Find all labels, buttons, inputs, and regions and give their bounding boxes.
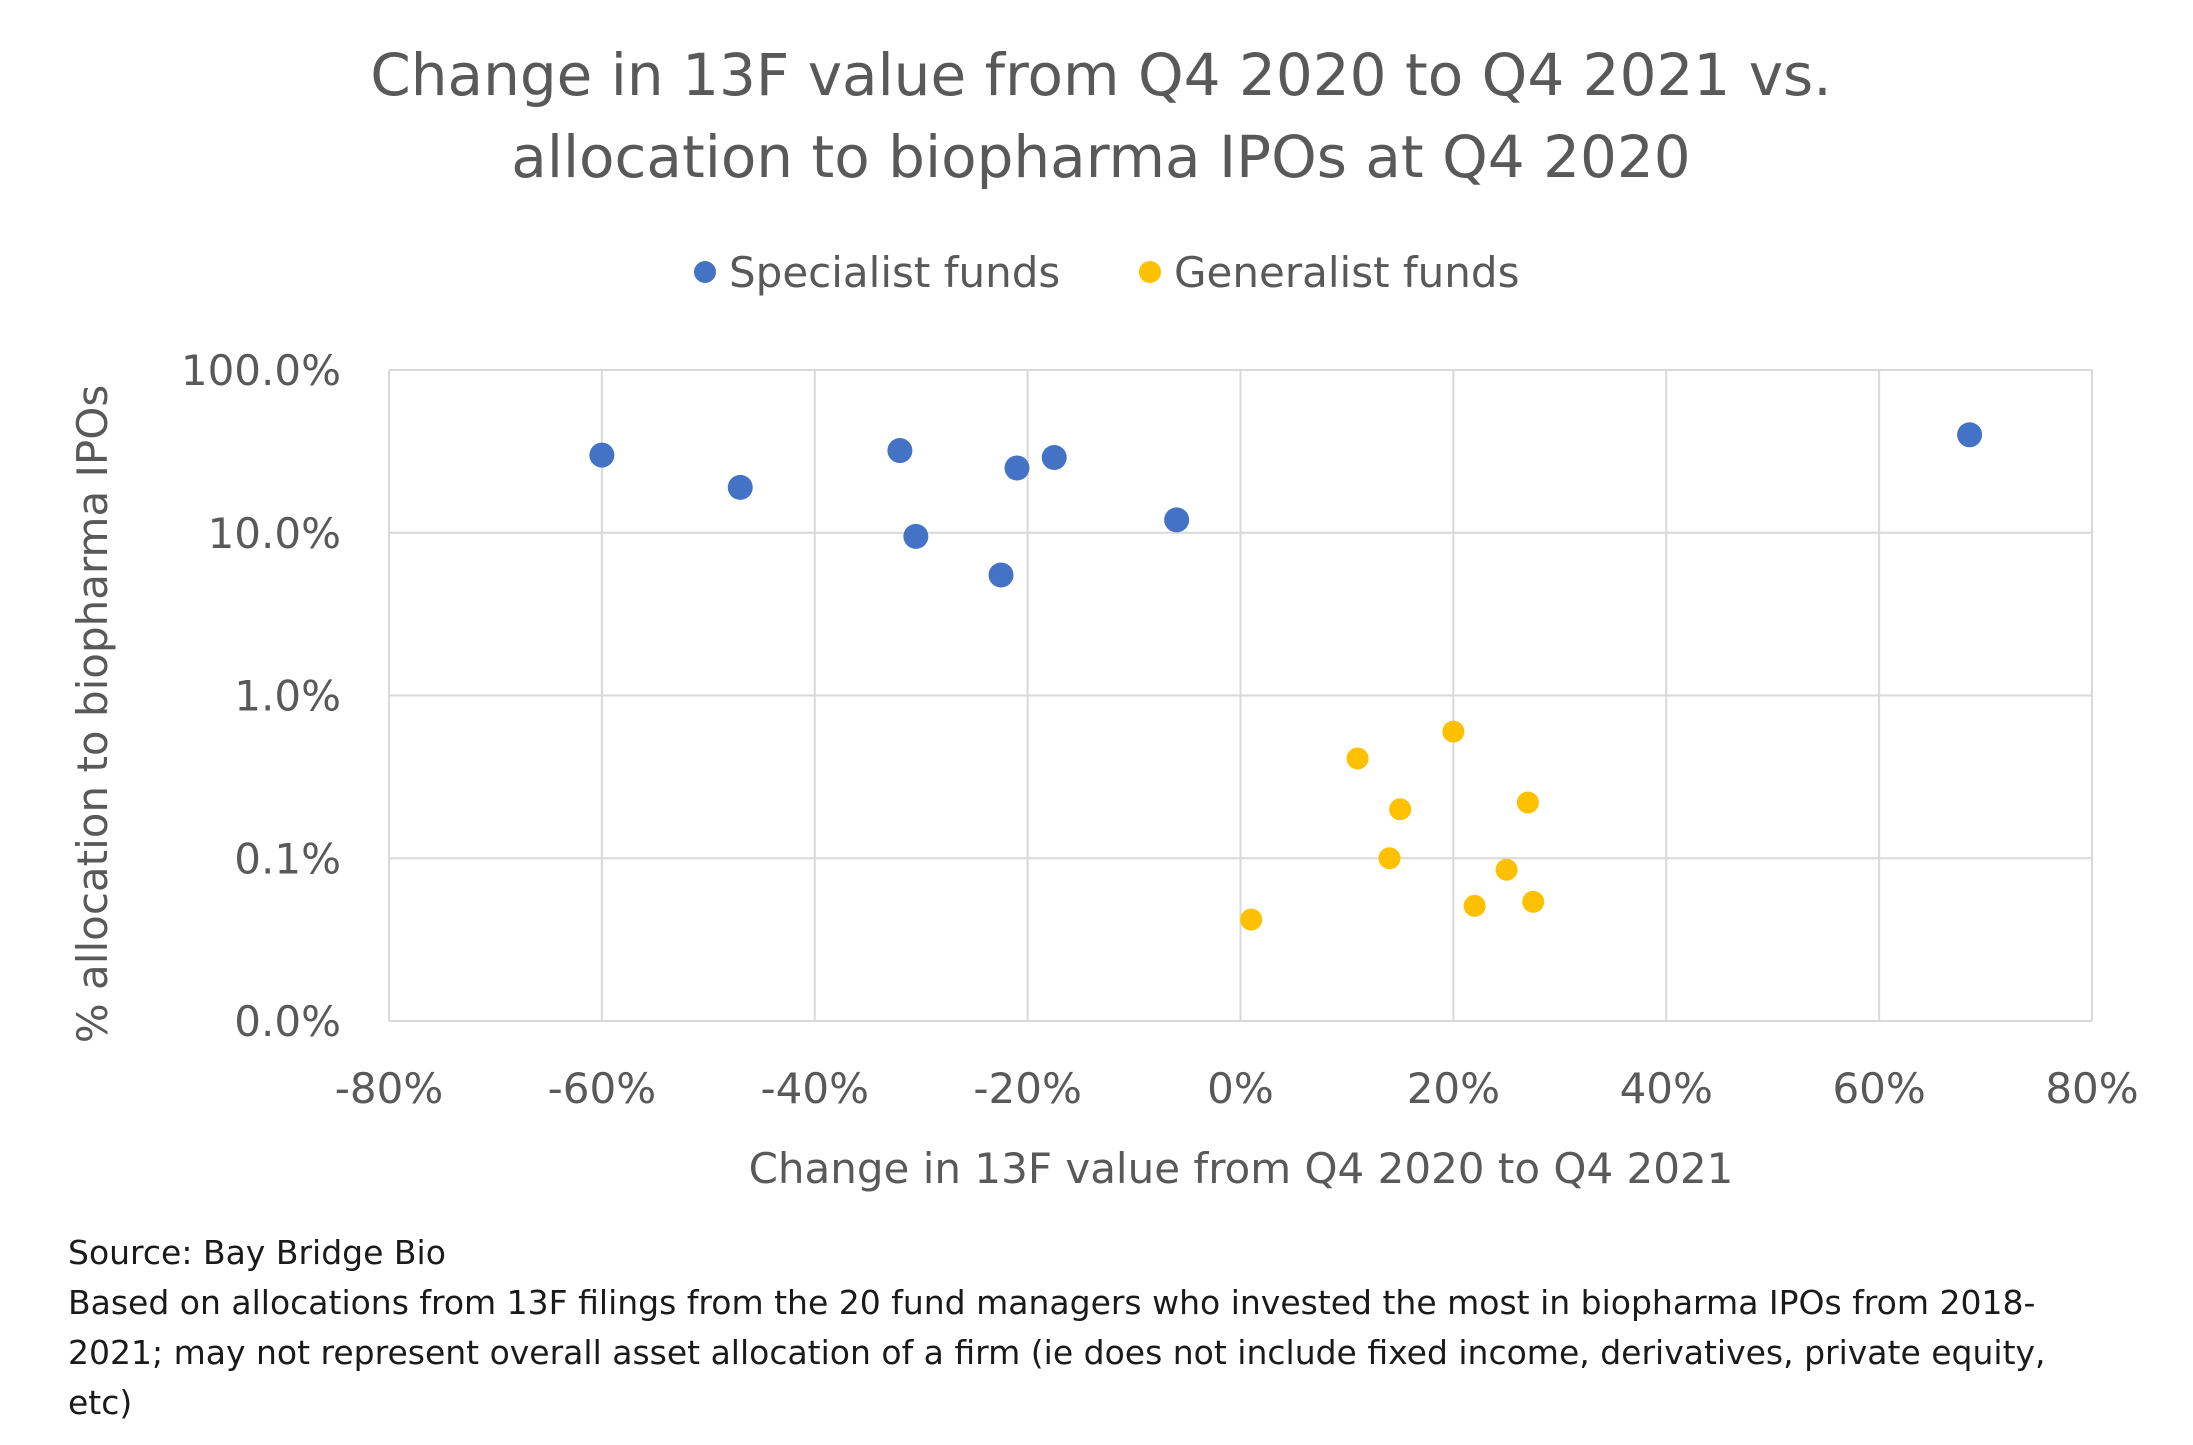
specialist-fund-point bbox=[727, 474, 753, 500]
x-tick-label: -60% bbox=[548, 1064, 657, 1113]
y-tick-label: 10.0% bbox=[208, 509, 341, 558]
generalist-fund-point bbox=[1346, 747, 1369, 770]
generalist-fund-point bbox=[1495, 858, 1518, 881]
generalist-fund-point bbox=[1516, 791, 1539, 814]
specialist-fund-point bbox=[1164, 507, 1190, 533]
legend-label: Generalist funds bbox=[1174, 248, 1519, 297]
chart-legend: Specialist funds Generalist funds bbox=[694, 248, 1519, 297]
generalist-fund-point bbox=[1442, 720, 1465, 743]
methodology-note-line-1: Based on allocations from 13F filings fr… bbox=[68, 1283, 2036, 1322]
specialist-fund-point bbox=[988, 562, 1014, 588]
y-tick-label: 1.0% bbox=[234, 672, 341, 721]
generalist-fund-point bbox=[1389, 798, 1412, 821]
methodology-note-line-2: 2021; may not represent overall asset al… bbox=[68, 1333, 2046, 1372]
source-note: Source: Bay Bridge Bio bbox=[68, 1233, 446, 1272]
x-tick-label: -20% bbox=[973, 1064, 1082, 1113]
legend-marker bbox=[1139, 261, 1161, 283]
data-points bbox=[589, 422, 1983, 931]
scatter-chart: Change in 13F value from Q4 2020 to Q4 2… bbox=[68, 41, 2139, 1193]
specialist-fund-point bbox=[1041, 444, 1067, 470]
x-tick-label: 0% bbox=[1207, 1064, 1274, 1113]
x-tick-label: -80% bbox=[335, 1064, 444, 1113]
generalist-fund-point bbox=[1378, 847, 1401, 870]
y-tick-label: 0.1% bbox=[234, 834, 341, 883]
legend-label: Specialist funds bbox=[729, 248, 1060, 297]
y-tick-label: 100.0% bbox=[181, 346, 341, 395]
legend-item-1: Specialist funds bbox=[694, 248, 1060, 297]
y-axis-title: % allocation to biopharma IPOs bbox=[68, 385, 117, 1043]
y-axis-ticks: 0.0% 0.1% 1.0% 10.0% 100.0% bbox=[181, 346, 341, 1046]
specialist-fund-point bbox=[903, 523, 929, 549]
x-tick-label: 20% bbox=[1407, 1064, 1500, 1113]
specialist-fund-point bbox=[887, 438, 913, 464]
legend-marker bbox=[694, 261, 716, 283]
generalist-fund-point bbox=[1463, 894, 1486, 917]
chart-title-line-2: allocation to biopharma IPOs at Q4 2020 bbox=[511, 123, 1690, 191]
legend-item-2: Generalist funds bbox=[1139, 248, 1519, 297]
x-tick-label: 60% bbox=[1832, 1064, 1925, 1113]
chart-title: Change in 13F value from Q4 2020 to Q4 2… bbox=[370, 41, 1831, 191]
specialist-fund-point bbox=[589, 442, 615, 468]
chart-title-line-1: Change in 13F value from Q4 2020 to Q4 2… bbox=[370, 41, 1831, 109]
specialist-fund-point bbox=[1957, 422, 1983, 448]
generalist-fund-point bbox=[1522, 890, 1545, 913]
x-tick-label: 40% bbox=[1620, 1064, 1713, 1113]
generalist-fund-point bbox=[1240, 908, 1263, 931]
y-tick-label: 0.0% bbox=[234, 997, 341, 1046]
chart-footer: Source: Bay Bridge Bio Based on allocati… bbox=[68, 1228, 2148, 1428]
methodology-note-line-3: etc) bbox=[68, 1383, 133, 1422]
x-tick-label: 80% bbox=[2045, 1064, 2138, 1113]
x-tick-label: -40% bbox=[760, 1064, 869, 1113]
x-axis-ticks: -80% -60% -40% -20% 0% 20% 40% 60% 80% bbox=[335, 1064, 2139, 1113]
gridlines bbox=[388, 369, 2093, 1022]
x-axis-title: Change in 13F value from Q4 2020 to Q4 2… bbox=[749, 1144, 1734, 1193]
specialist-fund-point bbox=[1004, 455, 1030, 481]
